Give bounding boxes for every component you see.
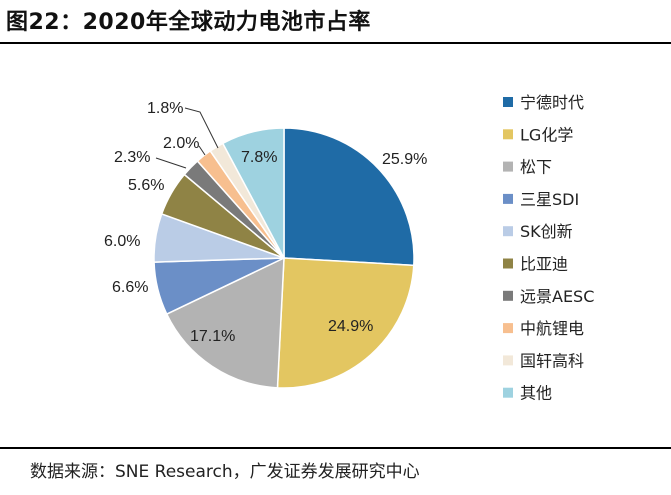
legend-swatch-8 — [503, 323, 513, 334]
legend-label-7: 远景AESC — [520, 287, 594, 306]
data-label-5: 6.0% — [104, 233, 140, 250]
legend-swatch-2 — [503, 129, 513, 140]
legend-swatch-1 — [503, 97, 513, 107]
data-label-7: 2.3% — [114, 149, 150, 166]
footer-divider — [0, 447, 671, 449]
legend-label-6: 比亚迪 — [520, 255, 568, 274]
data-label-6: 5.6% — [128, 177, 164, 194]
legend-label-3: 松下 — [520, 158, 552, 177]
data-label-9: 1.8% — [147, 100, 183, 117]
leader-line-8 — [198, 145, 206, 156]
data-labels: 25.9% 24.9% 17.1% 6.6% 6.0% 5.6% 2.3% 2.0% 1.8% 7… — [104, 100, 427, 345]
pie-slice-2 — [276, 257, 415, 389]
legend-label-5: SK创新 — [520, 222, 573, 241]
legend-swatch-7 — [503, 290, 513, 301]
legend-label-4: 三星SDI — [520, 190, 579, 209]
pie-slice-3 — [165, 256, 285, 389]
data-label-2: 24.9% — [328, 318, 373, 335]
data-label-1: 25.9% — [382, 151, 427, 168]
legend-label-10: 其他 — [520, 384, 552, 403]
data-label-10: 7.8% — [241, 149, 277, 166]
data-label-3: 17.1% — [190, 328, 235, 345]
legend-label-1: 宁德时代 — [520, 93, 584, 112]
legend-label-2: LG化学 — [520, 125, 573, 144]
legend-swatch-9 — [503, 355, 513, 366]
pie-slice-10 — [221, 127, 285, 259]
legend-label-9: 国轩高科 — [520, 351, 584, 370]
legend-swatch-6 — [503, 258, 513, 269]
legend-swatch-4 — [503, 193, 513, 204]
pie-slice-1 — [283, 127, 415, 267]
legend-label-8: 中航锂电 — [520, 319, 584, 338]
legend-swatch-10 — [503, 387, 513, 398]
leader-line-7 — [155, 157, 187, 169]
leader-lines — [155, 107, 219, 169]
leader-line-9 — [184, 107, 219, 149]
data-label-4: 6.6% — [112, 279, 148, 296]
legend-swatch-3 — [503, 161, 513, 172]
pie-slices — [153, 127, 415, 389]
legend-swatch-5 — [503, 226, 513, 237]
data-label-8: 2.0% — [163, 135, 199, 152]
source-note: 数据来源：SNE Research，广发证券发展研究中心 — [30, 462, 420, 482]
page-title: 图22：2020年全球动力电池市占率 — [6, 10, 371, 35]
title-divider — [0, 42, 671, 44]
